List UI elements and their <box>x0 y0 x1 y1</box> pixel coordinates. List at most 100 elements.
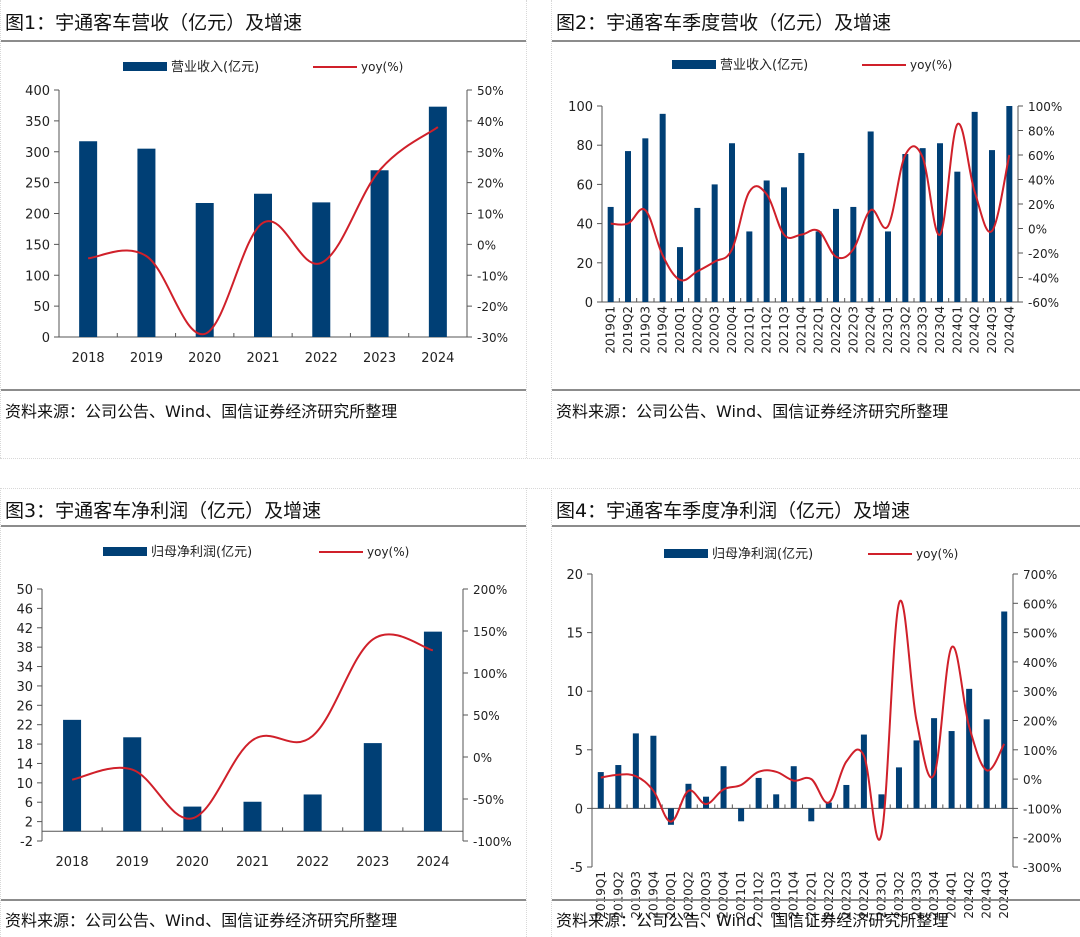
bar-2021Q4 <box>798 153 805 302</box>
left-tick-label: 10 <box>16 777 33 792</box>
bar-2019Q1 <box>597 772 604 809</box>
x-tick-label: 2019 <box>116 855 149 870</box>
chart-fig4: 归母净利润(亿元) yoy(%) -5 0 5 10 15 20 -300% -200% -100%… <box>566 547 1062 919</box>
bar-2019 <box>137 148 156 337</box>
left-tick-label: 350 <box>25 115 50 130</box>
right-tick-label: 100% <box>1023 744 1057 758</box>
x-tick-label: 2024Q2 <box>962 871 976 919</box>
legend-bar-swatch <box>664 549 708 558</box>
bar-2019Q1 <box>607 206 614 302</box>
bar-2022Q2 <box>833 208 839 302</box>
source-divider <box>552 899 1080 901</box>
legend-bar-label: 归母净利润(亿元) <box>712 547 813 562</box>
legend-bar-swatch <box>123 62 167 71</box>
x-tick-label: 2022 <box>296 855 329 870</box>
x-tick-label: 2022Q4 <box>857 871 871 919</box>
bar-2023Q1 <box>885 231 891 302</box>
bar-2024Q2 <box>966 688 973 809</box>
legend-bar-swatch <box>103 547 147 556</box>
bar-2020 <box>195 203 214 337</box>
x-tick-label: 2022 <box>305 351 338 366</box>
x-tick-label: 2020Q1 <box>673 306 687 354</box>
bar-2021 <box>243 801 262 832</box>
left-tick-label: 400 <box>25 84 50 99</box>
left-tick-label: 0 <box>575 802 583 817</box>
right-tick-label: 700% <box>1023 568 1057 582</box>
bar-2020Q1 <box>667 808 674 825</box>
figure-panel-1: 图1：宇通客车营收（亿元）及增速 营业收入(亿元) yoy(%) 0 50 100 150… <box>0 0 527 458</box>
right-tick-label: -60% <box>1028 296 1059 310</box>
x-tick-label: 2018 <box>72 351 105 366</box>
legend-line-label: yoy(%) <box>916 547 958 561</box>
bar-2022Q4 <box>867 131 874 302</box>
right-tick-label: 100% <box>1028 100 1062 114</box>
source-note: 资料来源：公司公告、Wind、国信证券经济研究所整理 <box>5 402 398 421</box>
right-tick-label: 200% <box>1023 715 1057 729</box>
left-tick-label: 22 <box>16 719 33 734</box>
bar-2023Q2 <box>902 154 909 302</box>
bar-2019Q3 <box>632 733 639 809</box>
right-tick-label: -20% <box>1028 247 1059 261</box>
x-tick-label: 2024Q3 <box>980 871 994 919</box>
left-tick-label: 46 <box>16 602 33 617</box>
x-tick-label: 2020 <box>188 351 221 366</box>
legend-bar-label: 营业收入(亿元) <box>720 58 808 73</box>
left-tick-label: 80 <box>576 139 593 154</box>
x-tick-label: 2021 <box>236 855 269 870</box>
right-tick-label: 400% <box>1023 656 1057 670</box>
bar-2023Q3 <box>919 148 926 302</box>
left-tick-label: 0 <box>42 331 50 346</box>
figure-panel-3: 图3：宇通客车净利润（亿元）及增速 归母净利润(亿元) yoy(%) -2 2 6 10 1… <box>0 488 527 937</box>
bar-2024 <box>423 631 442 832</box>
bar-2023 <box>370 170 389 337</box>
x-tick-label: 2019Q4 <box>656 306 670 354</box>
right-tick-label: 30% <box>477 146 504 160</box>
left-tick-label: 150 <box>25 238 50 253</box>
left-tick-label: 100 <box>568 100 593 115</box>
left-tick-label: 15 <box>566 627 583 642</box>
bar-2023Q4 <box>931 718 938 809</box>
bar-2021Q2 <box>755 777 762 809</box>
x-tick-label: 2023 <box>356 855 389 870</box>
x-tick-label: 2019Q2 <box>611 871 625 919</box>
x-tick-label: 2022Q1 <box>812 306 826 354</box>
yoy-line <box>600 599 1006 841</box>
right-tick-label: -40% <box>1028 272 1059 286</box>
x-tick-label: 2023Q4 <box>927 871 941 919</box>
bar-2019Q4 <box>659 113 666 302</box>
bar-2024Q3 <box>989 150 995 302</box>
x-tick-label: 2024Q2 <box>968 306 982 354</box>
bar-2024Q1 <box>954 171 961 302</box>
left-tick-label: 0 <box>585 296 593 311</box>
source-note: 资料来源：公司公告、Wind、国信证券经济研究所整理 <box>5 911 398 930</box>
x-tick-label: 2019Q4 <box>646 871 660 919</box>
bar-2019Q2 <box>615 765 622 809</box>
x-tick-label: 2021Q2 <box>760 306 774 354</box>
bar-2024Q3 <box>983 719 990 809</box>
legend: 营业收入(亿元) yoy(%) <box>672 58 952 73</box>
bar-2021 <box>254 193 272 337</box>
x-tick-label: 2020Q2 <box>681 871 695 919</box>
right-tick-label: -100% <box>473 835 512 849</box>
x-tick-label: 2023Q2 <box>892 871 906 919</box>
yoy-line <box>87 126 439 335</box>
legend-line-label: yoy(%) <box>910 58 952 72</box>
right-tick-label: -100% <box>1023 802 1062 816</box>
x-tick-label: 2021Q1 <box>742 306 756 354</box>
bar-2022 <box>303 794 322 832</box>
left-tick-label: 34 <box>16 661 33 676</box>
x-tick-label: 2022Q3 <box>839 871 853 919</box>
bar-2020Q4 <box>720 766 727 809</box>
left-tick-label: 50 <box>16 583 33 598</box>
bar-2020Q2 <box>685 783 692 809</box>
figure-title: 图3：宇通客车净利润（亿元）及增速 <box>5 500 322 522</box>
x-tick-label: 2021Q2 <box>752 871 766 919</box>
bar-2020Q2 <box>694 207 701 302</box>
x-tick-label: 2019Q1 <box>604 306 618 354</box>
figure-title: 图2：宇通客车季度营收（亿元）及增速 <box>556 12 892 34</box>
bar-2024Q2 <box>971 111 978 302</box>
legend: 营业收入(亿元) yoy(%) <box>123 60 403 75</box>
x-tick-label: 2023Q2 <box>898 306 912 354</box>
source-note: 资料来源：公司公告、Wind、国信证券经济研究所整理 <box>556 402 949 421</box>
left-tick-label: -5 <box>570 861 583 876</box>
